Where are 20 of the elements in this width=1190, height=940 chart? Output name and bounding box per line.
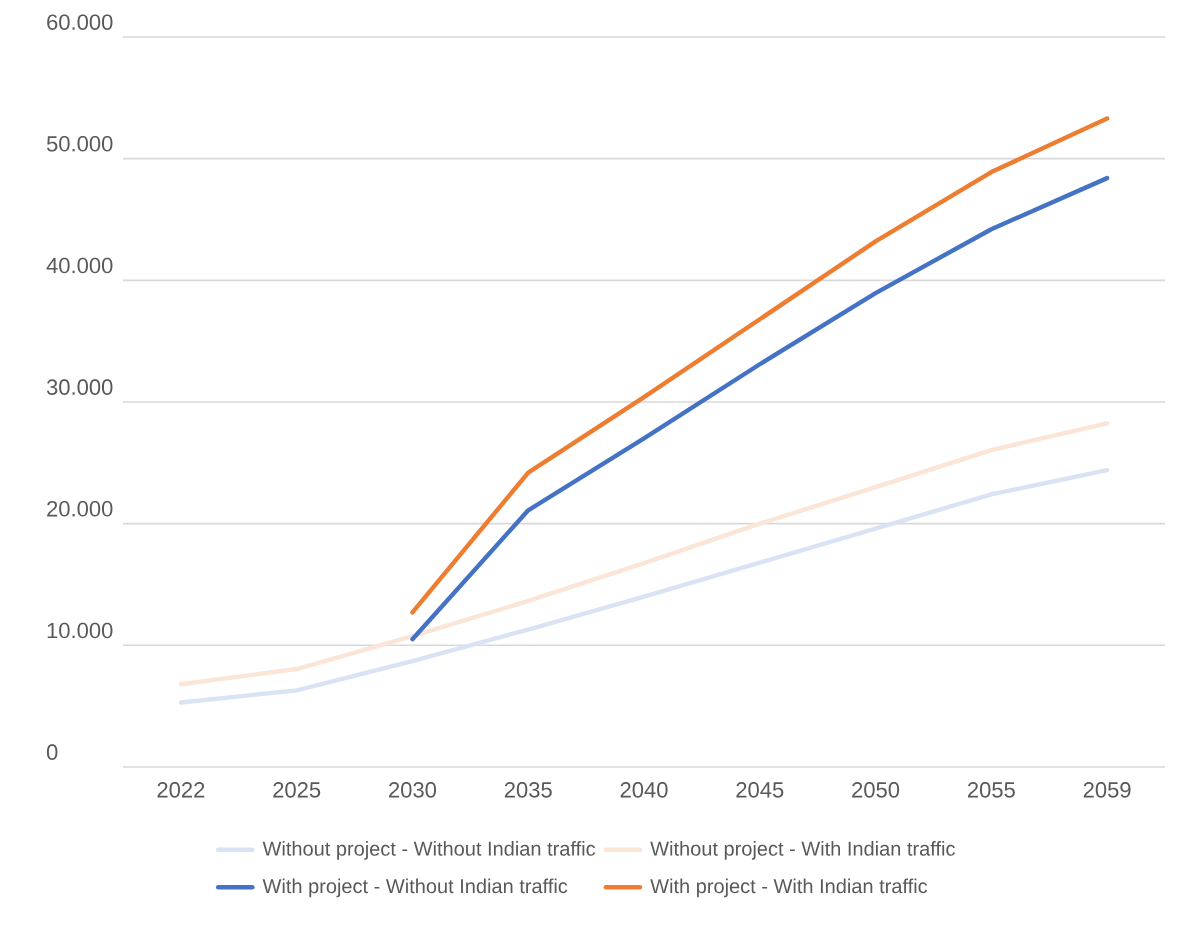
x-tick-label: 2059 [1083,782,1131,798]
x-tick-label: 2035 [504,782,552,798]
y-tick-label: 40.000 [46,257,113,274]
x-tick-label: 2025 [273,782,321,798]
x-tick-label: 2045 [736,782,784,798]
x-tick-label: 2055 [967,782,1015,798]
y-tick-label: 0 [46,744,58,760]
x-tick-label: 2040 [620,782,668,798]
x-tick-label: 2022 [157,782,205,798]
x-tick-label: 2030 [389,782,437,798]
y-tick-label: 50.000 [46,136,113,152]
legend-label: With project - Without Indian traffic [262,878,568,898]
x-tick-label: 2050 [852,782,900,798]
legend-label: With project - With Indian traffic [650,878,928,898]
y-tick-label: 30.000 [46,379,113,395]
y-tick-label: 10.000 [47,622,113,639]
y-tick-label: 20.000 [47,501,113,517]
legend-label: Without project - Without Indian traffic [262,841,596,860]
legend-label: Without project - With Indian traffic [650,841,955,860]
y-tick-label: 60.000 [47,14,113,30]
